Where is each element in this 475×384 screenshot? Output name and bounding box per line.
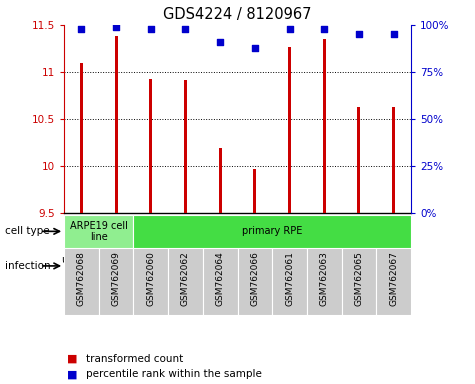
Point bbox=[78, 26, 86, 32]
Text: GSM762066: GSM762066 bbox=[250, 251, 259, 306]
Bar bbox=[133, 215, 411, 248]
Bar bbox=[99, 250, 133, 282]
Text: ■: ■ bbox=[66, 369, 77, 379]
Bar bbox=[272, 250, 411, 282]
Text: WNV infection: WNV infection bbox=[307, 261, 376, 271]
Text: GSM762067: GSM762067 bbox=[389, 251, 398, 306]
Point bbox=[320, 26, 328, 32]
Bar bbox=[307, 248, 342, 315]
Point bbox=[390, 31, 397, 37]
Bar bbox=[254, 169, 256, 213]
Point bbox=[113, 24, 120, 30]
Title: GDS4224 / 8120967: GDS4224 / 8120967 bbox=[163, 7, 312, 22]
Point bbox=[355, 31, 363, 37]
Bar bbox=[115, 36, 117, 213]
Point bbox=[286, 26, 294, 32]
Bar bbox=[64, 250, 99, 282]
Bar bbox=[168, 248, 203, 315]
Bar bbox=[133, 248, 168, 315]
Bar bbox=[80, 63, 83, 213]
Point bbox=[217, 39, 224, 45]
Bar bbox=[150, 79, 152, 213]
Bar bbox=[64, 215, 133, 248]
Text: GSM762060: GSM762060 bbox=[146, 251, 155, 306]
Text: GSM762068: GSM762068 bbox=[77, 251, 86, 306]
Bar bbox=[133, 250, 272, 282]
Point bbox=[147, 26, 155, 32]
Text: GSM762062: GSM762062 bbox=[181, 251, 190, 306]
Text: uninfected: uninfected bbox=[177, 261, 229, 271]
Bar bbox=[272, 248, 307, 315]
Text: infection: infection bbox=[5, 261, 50, 271]
Text: ■: ■ bbox=[66, 354, 77, 364]
Text: GSM762069: GSM762069 bbox=[112, 251, 121, 306]
Text: primary RPE: primary RPE bbox=[242, 226, 303, 237]
Text: cell type: cell type bbox=[5, 226, 49, 237]
Bar bbox=[342, 248, 376, 315]
Bar bbox=[376, 248, 411, 315]
Text: GSM762061: GSM762061 bbox=[285, 251, 294, 306]
Text: transformed count: transformed count bbox=[86, 354, 183, 364]
Bar bbox=[64, 248, 99, 315]
Text: ARPE19 cell
line: ARPE19 cell line bbox=[70, 220, 128, 242]
Bar bbox=[203, 248, 238, 315]
Bar bbox=[184, 79, 187, 213]
Point bbox=[251, 45, 259, 51]
Bar bbox=[323, 39, 325, 213]
Bar bbox=[392, 107, 395, 213]
Bar bbox=[99, 248, 133, 315]
Text: WNV
infection: WNV infection bbox=[95, 255, 137, 277]
Text: GSM762065: GSM762065 bbox=[354, 251, 363, 306]
Bar bbox=[238, 248, 272, 315]
Bar bbox=[219, 148, 221, 213]
Bar bbox=[358, 107, 360, 213]
Text: percentile rank within the sample: percentile rank within the sample bbox=[86, 369, 261, 379]
Text: GSM762064: GSM762064 bbox=[216, 251, 225, 306]
Text: uninfect
ed: uninfect ed bbox=[61, 255, 102, 277]
Bar bbox=[288, 46, 291, 213]
Point bbox=[181, 26, 189, 32]
Text: GSM762063: GSM762063 bbox=[320, 251, 329, 306]
